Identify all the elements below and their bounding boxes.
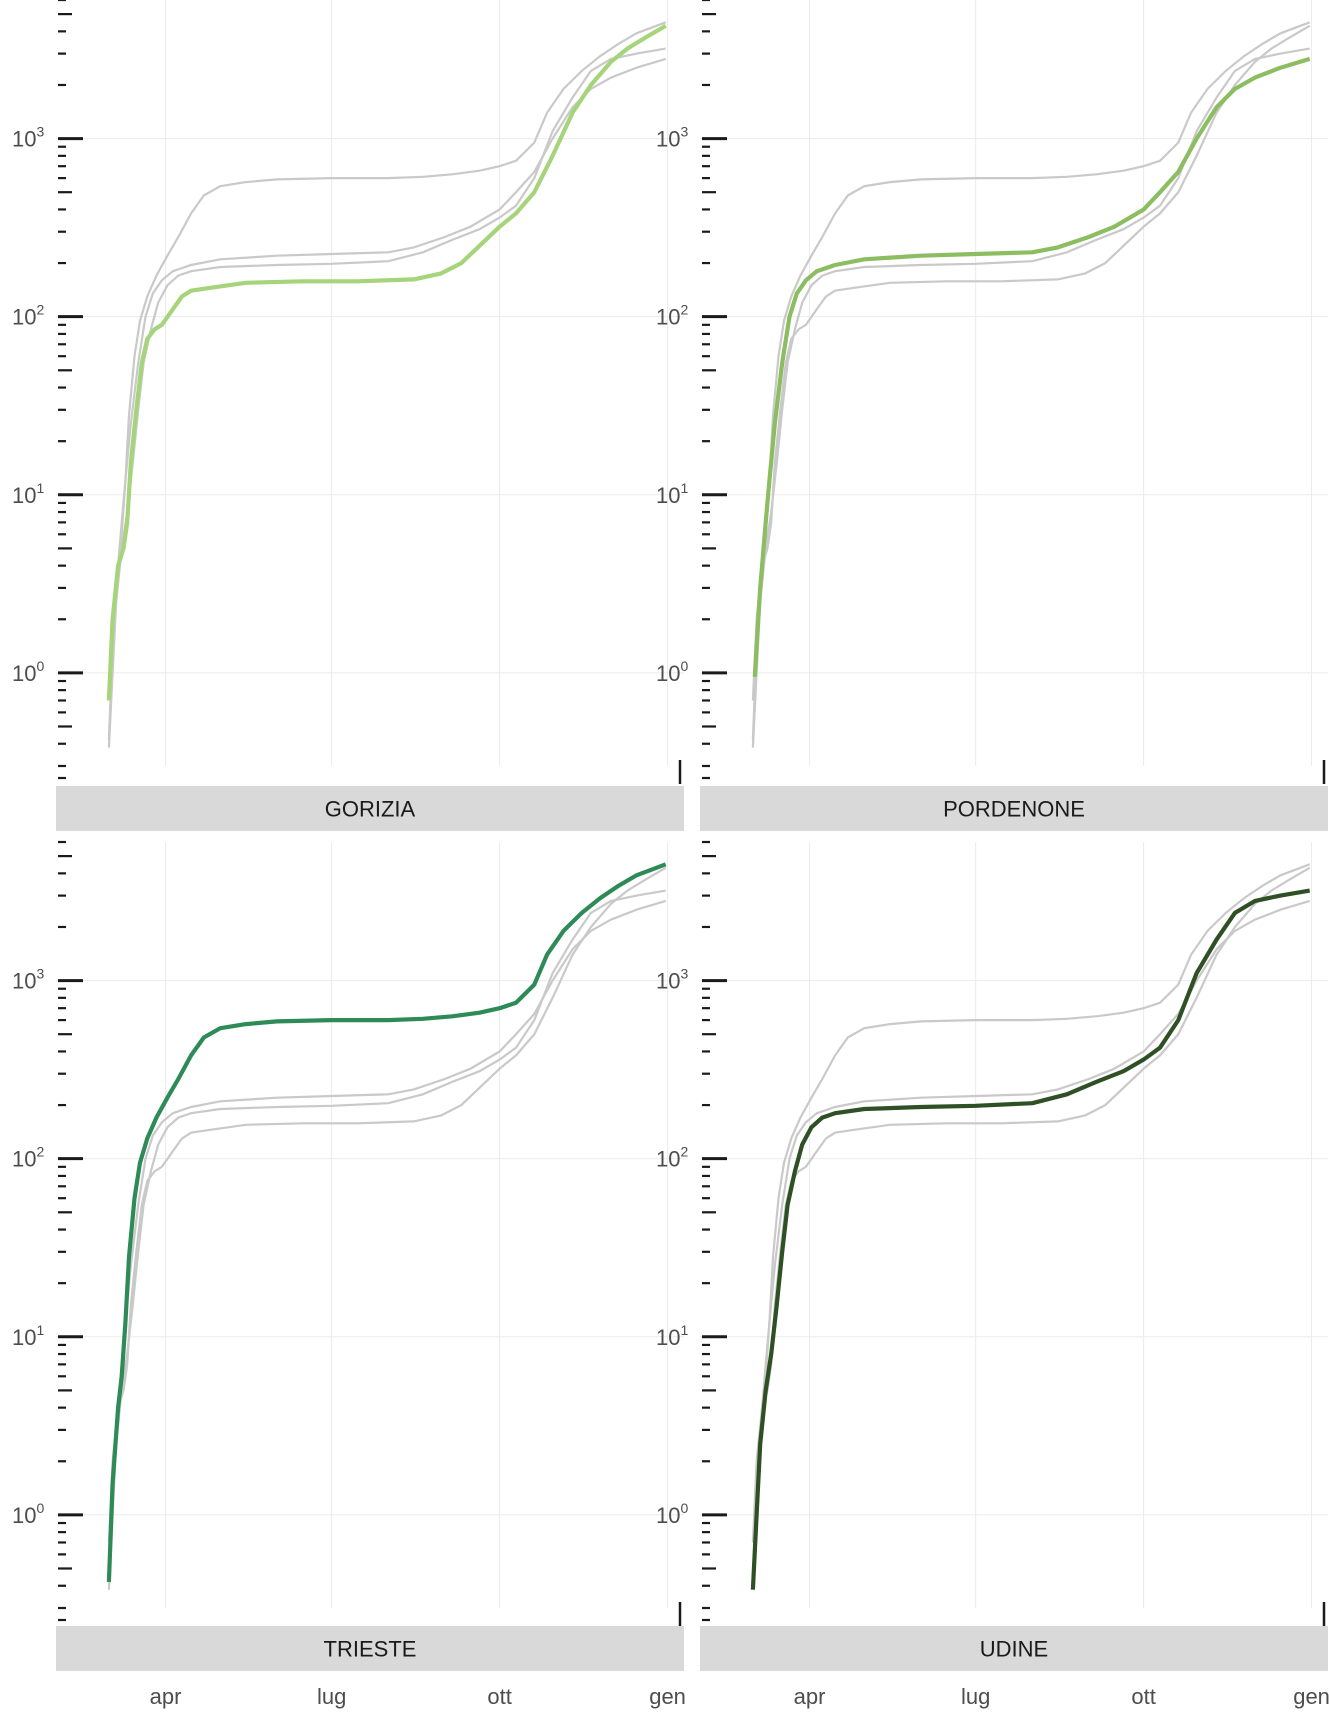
context-line-gorizia	[751, 24, 1311, 701]
facet-pordenone: 100 101 102 103 PORDENONE	[656, 0, 1328, 831]
context-line-trieste	[751, 863, 1311, 1583]
x-tick-label-ott: ott	[487, 1684, 511, 1709]
context-line-udine	[107, 47, 666, 748]
series-line-gorizia	[106, 23, 667, 701]
context-line-gorizia	[107, 866, 667, 1543]
y-tick-label: 100	[656, 658, 688, 686]
context-line-udine	[751, 47, 1310, 748]
context-line-pordenone	[753, 899, 1311, 1519]
series-line-pordenone	[752, 56, 1311, 677]
x-tick-label-gen: gen	[649, 1684, 686, 1709]
context-line-pordenone	[109, 899, 667, 1519]
series-line-udine	[750, 888, 1311, 1590]
y-tick-label: 101	[12, 1322, 44, 1350]
y-tick-label: 101	[656, 480, 688, 508]
y-tick-label: 103	[656, 966, 688, 994]
facet-gorizia: 100 101 102 103 GORIZIA	[12, 0, 684, 831]
x-tick-label-lug: lug	[317, 1684, 346, 1709]
context-line-trieste	[107, 21, 667, 741]
context-line-trieste	[751, 21, 1311, 741]
facet-strip-label: UDINE	[980, 1637, 1048, 1662]
y-tick-label: 102	[656, 1144, 688, 1172]
y-tick-label: 103	[12, 124, 44, 152]
series-line-trieste	[106, 862, 667, 1583]
facet-udine: 100 101 102 103 UDINE apr lug ott gen	[656, 840, 1329, 1709]
facet-strip	[56, 786, 684, 831]
facet-strip-label: PORDENONE	[943, 797, 1085, 822]
facet-strip-label: GORIZIA	[325, 797, 416, 822]
context-line-pordenone	[109, 57, 667, 677]
y-tick-label: 100	[12, 658, 44, 686]
y-tick-label: 100	[656, 1500, 688, 1528]
y-tick-label: 102	[12, 302, 44, 330]
facet-strip	[700, 1626, 1328, 1671]
x-tick-label-ott: ott	[1131, 1684, 1155, 1709]
y-tick-label: 103	[12, 966, 44, 994]
y-tick-label: 102	[12, 1144, 44, 1172]
facet-strip	[700, 786, 1328, 831]
facet-strip-label: TRIESTE	[324, 1637, 417, 1662]
x-tick-label-apr: apr	[794, 1684, 826, 1709]
x-tick-label-gen: gen	[1293, 1684, 1329, 1709]
context-line-gorizia	[751, 866, 1311, 1543]
y-tick-label: 101	[12, 480, 44, 508]
y-tick-label: 101	[656, 1322, 688, 1350]
y-tick-label: 100	[12, 1500, 44, 1528]
facet-strip	[56, 1626, 684, 1671]
facet-trieste: 100 101 102 103 TRIESTE apr lug ott gen	[12, 840, 686, 1709]
context-line-udine	[107, 889, 666, 1590]
x-tick-label-apr: apr	[150, 1684, 182, 1709]
y-tick-label: 103	[656, 124, 688, 152]
x-tick-label-lug: lug	[961, 1684, 990, 1709]
y-tick-label: 102	[656, 302, 688, 330]
